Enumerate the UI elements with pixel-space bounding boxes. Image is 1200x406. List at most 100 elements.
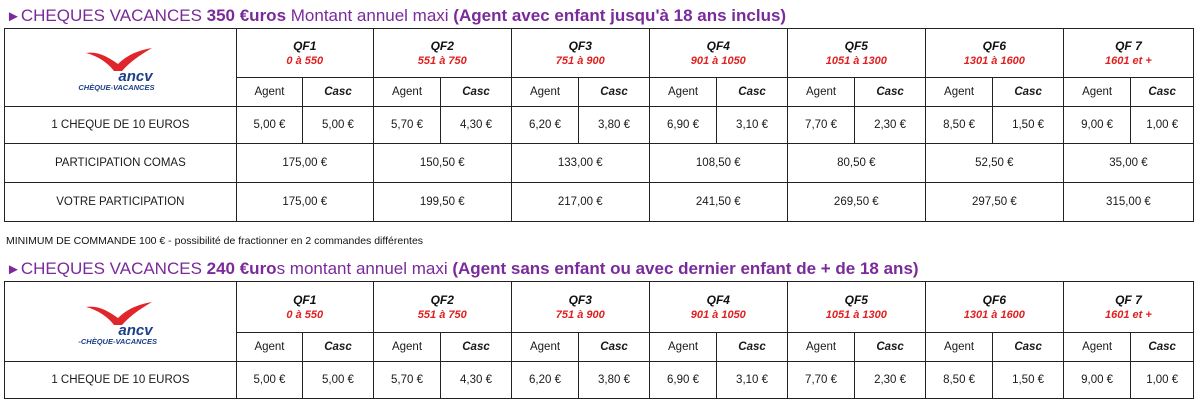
qf2-header: QF2 551 à 750 [372, 28, 512, 78]
arrow-icon: ► [6, 261, 21, 278]
cell-qf4-agent: 6,90 € [648, 361, 718, 399]
cell-qf4-casc: 3,10 € [716, 106, 788, 144]
cell-qf3-agent: 6,20 € [510, 361, 580, 399]
agent-subheader: Agent [1062, 332, 1132, 362]
ancv-wordmark: ancv [118, 321, 153, 339]
cell-comas-qf3: 133,00 € [510, 143, 650, 183]
qf2-header: QF2 551 à 750 [372, 281, 512, 333]
qf3-header: QF3 751 à 900 [510, 28, 650, 78]
cell-qf4-agent: 6,90 € [648, 106, 718, 144]
casc-subheader: Casc [854, 77, 926, 107]
cell-qf1-casc: 5,00 € [302, 106, 374, 144]
casc-subheader: Casc [716, 77, 788, 107]
qf5-header: QF5 1051 à 1300 [786, 281, 926, 333]
heading-condition: (Agent avec enfant jusqu'à 18 ans inclus… [453, 6, 787, 25]
agent-subheader: Agent [235, 332, 304, 362]
agent-subheader: Agent [786, 77, 856, 107]
ancv-logo: ancv -CHÈQUE-VACANCES [60, 299, 180, 346]
ancv-logo-cell: ancv CHÈQUE-VACANCES [4, 28, 237, 107]
qf1-header: QF1 0 à 550 [235, 28, 374, 78]
cell-comas-qf7: 35,00 € [1062, 143, 1195, 183]
cell-qf5-casc: 2,30 € [854, 106, 926, 144]
cell-comas-qf6: 52,50 € [924, 143, 1064, 183]
minimum-order-note: MINIMUM DE COMMANDE 100 € - possibilité … [6, 235, 424, 247]
cheque-table-240: ancv -CHÈQUE-VACANCES QF1 0 à 550 QF2 551 … [4, 281, 1195, 399]
row-label-cheque: 1 CHEQUE DE 10 EUROS [4, 106, 237, 144]
cell-qf5-casc: 2,30 € [854, 361, 926, 399]
agent-subheader: Agent [786, 332, 856, 362]
ancv-logo-cell: ancv -CHÈQUE-VACANCES [4, 281, 237, 362]
row-label-cheque: 1 CHEQUE DE 10 EUROS [4, 361, 237, 399]
cell-votre-qf3: 217,00 € [510, 182, 650, 222]
heading-text: CHEQUES VACANCES [20, 259, 207, 278]
cell-qf7-agent: 9,00 € [1062, 106, 1132, 144]
cell-comas-qf1: 175,00 € [235, 143, 374, 183]
qf6-header: QF6 1301 à 1600 [924, 28, 1064, 78]
cell-qf6-agent: 8,50 € [924, 361, 994, 399]
section-heading-240: ►CHEQUES VACANCES 240 €uros montant annu… [6, 259, 919, 279]
row-label-participation-comas: PARTICIPATION COMAS [4, 143, 237, 183]
casc-subheader: Casc [992, 332, 1064, 362]
section-heading-350: ►CHEQUES VACANCES 350 €uros Montant annu… [6, 6, 786, 26]
agent-subheader: Agent [1062, 77, 1132, 107]
ancv-wordmark: ancv [118, 67, 153, 85]
cell-qf3-casc: 3,80 € [578, 361, 650, 399]
agent-subheader: Agent [235, 77, 304, 107]
cell-qf4-casc: 3,10 € [716, 361, 788, 399]
agent-subheader: Agent [510, 77, 580, 107]
cell-qf3-casc: 3,80 € [578, 106, 650, 144]
qf4-header: QF4 901 à 1050 [648, 281, 788, 333]
casc-subheader: Casc [440, 77, 512, 107]
table-row: 1 CHEQUE DE 10 EUROS 5,00 €5,00 € 5,70 €… [4, 106, 1194, 144]
qf5-header: QF5 1051 à 1300 [786, 28, 926, 78]
row-label-votre-participation: VOTRE PARTICIPATION [4, 182, 237, 222]
ancv-tagline: CHÈQUE-VACANCES [78, 82, 155, 92]
cell-qf6-casc: 1,50 € [992, 106, 1064, 144]
cell-qf3-agent: 6,20 € [510, 106, 580, 144]
casc-subheader: Casc [992, 77, 1064, 107]
qf3-header: QF3 751 à 900 [510, 281, 650, 333]
heading-text: CHEQUES VACANCES [20, 6, 207, 25]
casc-subheader: Casc [302, 77, 374, 107]
casc-subheader: Casc [440, 332, 512, 362]
heading-amount: 350 €uros [206, 6, 287, 25]
cell-votre-qf5: 269,50 € [786, 182, 926, 222]
agent-subheader: Agent [924, 332, 994, 362]
heading-text-2: s montant annuel maxi [276, 259, 453, 278]
heading-condition: (Agent sans enfant ou avec dernier enfan… [452, 259, 919, 278]
casc-subheader: Casc [1130, 77, 1194, 107]
casc-subheader: Casc [578, 77, 650, 107]
agent-subheader: Agent [648, 77, 718, 107]
cell-qf2-agent: 5,70 € [372, 361, 442, 399]
heading-amount: 240 €uro [206, 259, 277, 278]
cell-qf6-casc: 1,50 € [992, 361, 1064, 399]
agent-subheader: Agent [372, 77, 442, 107]
agent-subheader: Agent [372, 332, 442, 362]
cell-qf1-agent: 5,00 € [235, 106, 304, 144]
arrow-icon: ► [6, 8, 21, 25]
agent-subheader: Agent [924, 77, 994, 107]
cell-comas-qf2: 150,50 € [372, 143, 512, 183]
ancv-bird-icon [86, 47, 153, 71]
cell-qf1-casc: 5,00 € [302, 361, 374, 399]
casc-subheader: Casc [854, 332, 926, 362]
cell-qf2-casc: 4,30 € [440, 361, 512, 399]
casc-subheader: Casc [578, 332, 650, 362]
cell-qf2-agent: 5,70 € [372, 106, 442, 144]
qf7-header: QF 7 1601 et + [1062, 28, 1195, 78]
table-row: VOTRE PARTICIPATION 175,00 € 199,50 € 21… [4, 182, 1195, 222]
cell-votre-qf6: 297,50 € [924, 182, 1064, 222]
cell-qf6-agent: 8,50 € [924, 106, 994, 144]
cell-comas-qf5: 80,50 € [786, 143, 926, 183]
ancv-tagline: -CHÈQUE-VACANCES [78, 336, 157, 346]
agent-subheader: Agent [648, 332, 718, 362]
qf7-header: QF 7 1601 et + [1062, 281, 1195, 333]
cell-qf7-agent: 9,00 € [1062, 361, 1132, 399]
qf1-header: QF1 0 à 550 [235, 281, 374, 333]
heading-text-2: Montant annuel maxi [286, 6, 454, 25]
ancv-bird-icon [86, 301, 153, 325]
table-row: 1 CHEQUE DE 10 EUROS 5,00 €5,00 € 5,70 €… [4, 361, 1194, 399]
cell-qf7-casc: 1,00 € [1130, 361, 1194, 399]
qf4-header: QF4 901 à 1050 [648, 28, 788, 78]
cell-qf7-casc: 1,00 € [1130, 106, 1194, 144]
